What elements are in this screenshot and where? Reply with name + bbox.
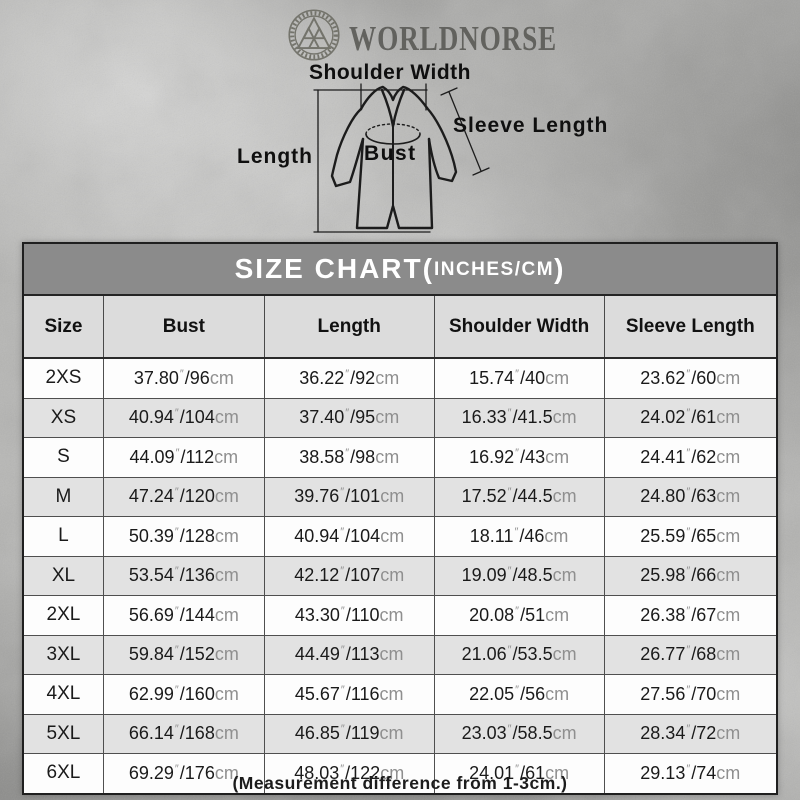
valknut-logo-icon (288, 9, 340, 61)
length-cell: 44.49″/113cm (263, 634, 435, 675)
size-cell: 3XL (24, 634, 104, 675)
sleeve-length-cell: 24.02″/61cm (603, 397, 776, 438)
shoulder-width-cell: 18.11″/46cm (433, 516, 605, 557)
sleeve-length-cell: 27.56″/70cm (603, 674, 776, 715)
length-cell: 42.12″/107cm (263, 555, 435, 596)
bust-cell: 40.94″/104cm (102, 397, 265, 438)
shoulder-width-cell: 19.09″/48.5cm (433, 555, 605, 596)
brand-name: WORLDNORSE (349, 19, 558, 58)
size-cell: XL (24, 555, 104, 596)
bust-cell: 50.39″/128cm (102, 516, 265, 557)
bust-cell: 47.24″/120cm (102, 476, 265, 517)
length-cell: 38.58″/98cm (263, 437, 435, 478)
table-header-row: Size Bust Length Shoulder Width Sleeve L… (24, 296, 776, 359)
table-row: 2XS 37.80″/96cm 36.22″/92cm 15.74″/40cm … (24, 357, 776, 399)
size-table-body: 2XS 37.80″/96cm 36.22″/92cm 15.74″/40cm … (24, 357, 776, 793)
sleeve-length-label: Sleeve Length (453, 114, 609, 137)
length-cell: 43.30″/110cm (263, 595, 435, 636)
column-header-shoulder-width: Shoulder Width (433, 296, 605, 359)
title-close: ) (554, 253, 566, 284)
table-row: S 44.09″/112cm 38.58″/98cm 16.92″/43cm 2… (24, 437, 776, 478)
sleeve-length-cell: 24.41″/62cm (603, 437, 776, 478)
shoulder-width-cell: 15.74″/40cm (433, 357, 605, 399)
length-cell: 39.76″/101cm (263, 476, 435, 517)
table-row: M 47.24″/120cm 39.76″/101cm 17.52″/44.5c… (24, 476, 776, 517)
table-row: XS 40.94″/104cm 37.40″/95cm 16.33″/41.5c… (24, 397, 776, 438)
table-row: 2XL 56.69″/144cm 43.30″/110cm 20.08″/51c… (24, 595, 776, 636)
length-cell: 36.22″/92cm (263, 357, 435, 399)
column-header-size: Size (24, 296, 104, 359)
column-header-bust: Bust (102, 296, 265, 359)
bust-cell: 37.80″/96cm (102, 357, 265, 399)
table-row: XL 53.54″/136cm 42.12″/107cm 19.09″/48.5… (24, 555, 776, 596)
shoulder-width-cell: 20.08″/51cm (433, 595, 605, 636)
length-cell: 45.67″/116cm (263, 674, 435, 715)
size-chart-title: SIZE CHART( INCHES/CM ) (24, 244, 776, 296)
column-header-sleeve-length: Sleeve Length (603, 296, 776, 359)
size-cell: L (24, 516, 104, 557)
length-cell: 48.03″/122cm (263, 753, 435, 793)
bust-cell: 59.84″/152cm (102, 634, 265, 675)
length-cell: 37.40″/95cm (263, 397, 435, 438)
size-cell: 2XS (24, 357, 104, 399)
measurement-footnote: (Measurement difference from 1-3cm.) (232, 773, 568, 793)
sleeve-length-cell: 25.98″/66cm (603, 555, 776, 596)
length-cell: 46.85″/119cm (263, 713, 435, 754)
sleeve-length-cell: 26.38″/67cm (603, 595, 776, 636)
length-label: Length (237, 145, 313, 168)
size-cell: 5XL (24, 713, 104, 754)
table-row: 5XL 66.14″/168cm 46.85″/119cm 23.03″/58.… (24, 713, 776, 754)
sleeve-length-cell: 28.34″/72cm (603, 713, 776, 754)
size-cell: M (24, 476, 104, 517)
garment-diagram (313, 83, 490, 233)
shoulder-width-cell: 17.52″/44.5cm (433, 476, 605, 517)
shoulder-width-cell: 24.01″/61cm (433, 753, 605, 793)
sleeve-length-cell: 29.13″/74cm (603, 753, 776, 793)
brand-header: WORLDNORSE (0, 0, 800, 70)
shoulder-width-cell: 22.05″/56cm (433, 674, 605, 715)
size-chart-panel: SIZE CHART( INCHES/CM ) Size Bust Length… (22, 242, 778, 795)
size-cell: 4XL (24, 674, 104, 715)
bust-cell: 56.69″/144cm (102, 595, 265, 636)
title-unit: INCHES/CM (433, 259, 555, 280)
sleeve-length-cell: 25.59″/65cm (603, 516, 776, 557)
size-cell: 2XL (24, 595, 104, 636)
size-table: Size Bust Length Shoulder Width Sleeve L… (24, 296, 776, 793)
sleeve-length-cell: 26.77″/68cm (603, 634, 776, 675)
size-cell: 6XL (24, 753, 104, 793)
sleeve-length-cell: 23.62″/60cm (603, 357, 776, 399)
column-header-length: Length (263, 296, 435, 359)
shoulder-width-cell: 23.03″/58.5cm (433, 713, 605, 754)
bust-cell: 69.29″/176cm (102, 753, 265, 793)
length-cell: 40.94″/104cm (263, 516, 435, 557)
table-row: L 50.39″/128cm 40.94″/104cm 18.11″/46cm … (24, 516, 776, 557)
bust-label: Bust (364, 142, 417, 165)
shoulder-width-cell: 16.33″/41.5cm (433, 397, 605, 438)
shoulder-width-cell: 21.06″/53.5cm (433, 634, 605, 675)
title-main: SIZE CHART( (234, 253, 434, 284)
bust-cell: 66.14″/168cm (102, 713, 265, 754)
size-cell: XS (24, 397, 104, 438)
size-cell: S (24, 437, 104, 478)
table-row: 6XL 69.29″/176cm 48.03″/122cm 24.01″/61c… (24, 753, 776, 793)
bust-cell: 62.99″/160cm (102, 674, 265, 715)
table-row: 3XL 59.84″/152cm 44.49″/113cm 21.06″/53.… (24, 634, 776, 675)
sleeve-length-cell: 24.80″/63cm (603, 476, 776, 517)
bust-cell: 53.54″/136cm (102, 555, 265, 596)
shoulder-width-cell: 16.92″/43cm (433, 437, 605, 478)
bust-cell: 44.09″/112cm (102, 437, 265, 478)
shoulder-width-label: Shoulder Width (309, 61, 471, 84)
table-row: 4XL 62.99″/160cm 45.67″/116cm 22.05″/56c… (24, 674, 776, 715)
